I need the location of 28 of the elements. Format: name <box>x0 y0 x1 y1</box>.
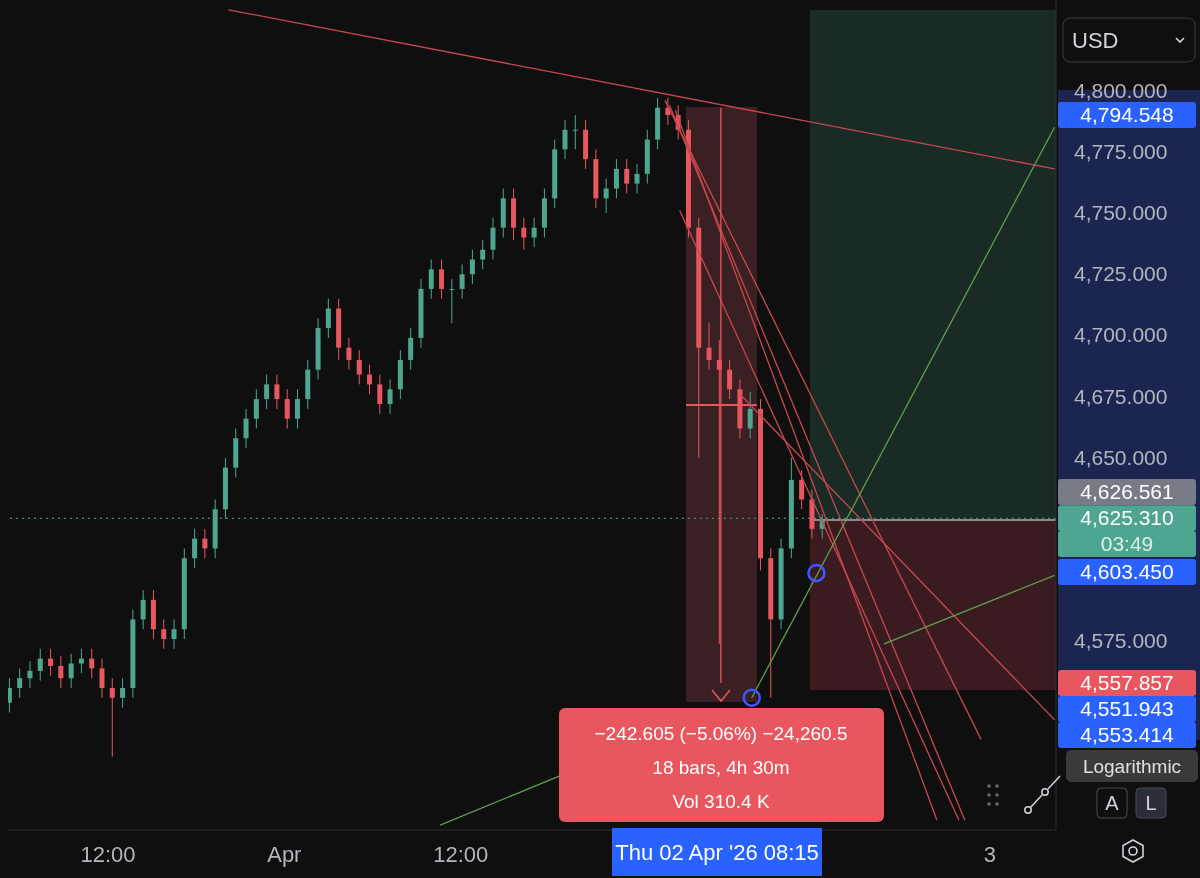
annotation: Vol 310.4 K <box>672 791 770 812</box>
text: 4,553.414 <box>1080 723 1175 746</box>
x-tick-label: Apr <box>267 842 302 867</box>
text: Thu 02 Apr '26 08:15 <box>615 840 819 865</box>
text: Logarithmic <box>1082 756 1182 777</box>
text: A <box>1105 792 1120 814</box>
ref-line-label: 4,625.310 <box>1080 506 1174 530</box>
y-tick-label: 4,775.000 <box>1074 139 1168 163</box>
text: 4,626.561 <box>1080 480 1174 503</box>
annotation: −242.605 (−5.06%) −24,260.5 <box>594 723 848 744</box>
text: 4,557.857 <box>1080 671 1174 694</box>
annotation: 18 bars, 4h 30m <box>652 757 790 778</box>
x-tick-label: 12:00 <box>433 842 489 867</box>
y-tick-label: 4,800.000 <box>1074 78 1168 102</box>
text: 4,603.450 <box>1080 560 1174 583</box>
y-tick-label: 4,750.000 <box>1074 201 1168 225</box>
x-tick-label: 3 <box>983 842 996 867</box>
text: 4,794.548 <box>1080 103 1174 126</box>
y-tick-label: 4,700.000 <box>1074 323 1168 347</box>
x-tick-label: 12:00 <box>80 842 136 867</box>
y-tick-label: 4,675.000 <box>1074 384 1168 408</box>
y-tick-label: 4,725.000 <box>1074 262 1168 286</box>
y-tick-label: 4,650.000 <box>1074 445 1168 469</box>
text: USD <box>1072 28 1119 53</box>
text: 03:49 <box>1100 532 1154 555</box>
text: L <box>1145 792 1157 814</box>
text: 4,551.943 <box>1080 697 1174 720</box>
y-tick-label: 4,575.000 <box>1074 629 1168 653</box>
